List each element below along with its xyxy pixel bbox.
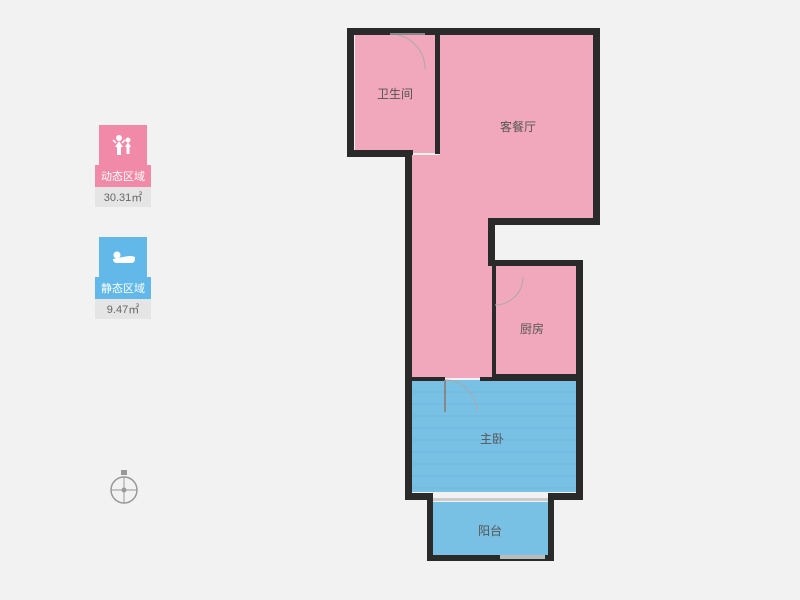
- legend-static-value: 9.47㎡: [95, 299, 151, 319]
- compass-icon: [108, 470, 140, 511]
- legend-dynamic: 动态区域 30.31㎡: [95, 125, 151, 207]
- legend-panel: 动态区域 30.31㎡ 静态区域 9.47㎡: [95, 125, 151, 349]
- legend-dynamic-value: 30.31㎡: [95, 187, 151, 207]
- legend-dynamic-label: 动态区域: [95, 165, 151, 187]
- bathroom-label: 卫生间: [377, 85, 413, 102]
- balcony-label: 阳台: [478, 522, 502, 539]
- legend-static-label: 静态区域: [95, 277, 151, 299]
- bedroom-label: 主卧: [480, 430, 504, 447]
- sleep-icon: [99, 237, 147, 277]
- people-icon: [99, 125, 147, 165]
- living-label: 客餐厅: [500, 118, 536, 135]
- legend-static: 静态区域 9.47㎡: [95, 237, 151, 319]
- kitchen-label: 厨房: [520, 320, 544, 337]
